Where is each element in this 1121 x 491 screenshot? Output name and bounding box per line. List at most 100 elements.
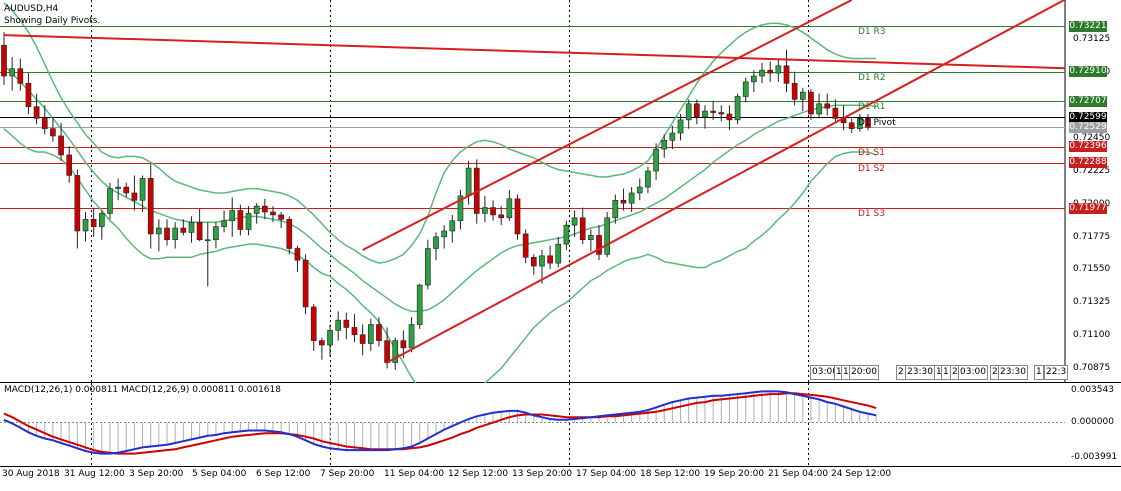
candle-body <box>718 112 725 115</box>
pivot-level-label: D1 S3 <box>858 209 885 220</box>
candle-body <box>376 324 382 341</box>
candle <box>115 178 121 201</box>
pivot-price-tag: 0.72707 <box>1069 95 1107 107</box>
candle-body <box>498 214 505 219</box>
candle-body <box>742 81 749 97</box>
candle-body <box>579 217 586 241</box>
candle-body <box>245 213 252 230</box>
candle <box>286 216 293 255</box>
candle-body <box>115 186 121 189</box>
candle-body <box>465 167 472 197</box>
candle <box>310 304 317 351</box>
candle <box>579 207 586 245</box>
time-tick-label: 3 Sep 20:00 <box>129 469 184 479</box>
time-tick-label: 17 Sep 04:00 <box>576 469 637 479</box>
pivot-level-label: D1 R1 <box>858 102 886 113</box>
candle-body <box>653 148 659 172</box>
candle <box>710 100 716 120</box>
candle-body <box>253 205 260 214</box>
candle <box>677 114 684 141</box>
candle-body <box>555 243 562 264</box>
candle-body <box>425 248 431 286</box>
candle <box>156 219 162 252</box>
candle <box>147 163 154 249</box>
candle <box>294 245 301 272</box>
candle <box>816 93 822 119</box>
candle <box>848 118 855 134</box>
candle <box>482 195 488 223</box>
candle-body <box>490 207 496 216</box>
candle <box>506 190 513 221</box>
candle-body <box>66 154 73 176</box>
candle-body <box>563 224 570 245</box>
candle <box>262 198 268 220</box>
price-tick-label: 0.71100 <box>1073 330 1111 341</box>
session-time-box: 23:30 <box>905 365 935 380</box>
candle <box>865 114 871 131</box>
time-tick-label: 30 Aug 2018 <box>2 469 60 479</box>
candle-body <box>229 210 236 222</box>
time-tick-label: 31 Aug 12:00 <box>64 469 125 479</box>
candle-body <box>506 198 513 219</box>
candle <box>1 32 7 85</box>
candle-body <box>832 107 839 119</box>
pivot-level-label: D1 S1 <box>858 147 885 158</box>
candle <box>98 210 105 240</box>
candle <box>359 324 366 356</box>
candle-body <box>734 96 741 121</box>
candle <box>799 87 806 112</box>
macd-tick-label: 0.000000 <box>1071 416 1114 427</box>
candle <box>588 229 594 252</box>
candle <box>857 114 863 132</box>
candle-body <box>799 91 806 100</box>
candle <box>571 210 578 237</box>
candle <box>530 254 537 275</box>
candle <box>767 61 774 82</box>
candle-body <box>759 69 765 77</box>
candle-body <box>384 340 390 363</box>
candle-body <box>775 65 782 74</box>
macd-tick-label: 0.003543 <box>1071 385 1114 395</box>
candle-body <box>359 334 366 344</box>
candle-body <box>514 198 521 235</box>
session-time-box: 20:00 <box>849 365 879 380</box>
candle-body <box>857 118 863 129</box>
candle-body <box>98 213 105 227</box>
candle-body <box>751 75 757 83</box>
candle <box>245 206 252 236</box>
candle <box>425 239 431 290</box>
session-time-box: 1 <box>1034 365 1044 380</box>
candle-body <box>539 255 545 267</box>
candle <box>685 99 692 129</box>
macd-indicator[interactable] <box>0 383 1121 468</box>
candle <box>253 203 260 224</box>
candle-body <box>41 118 48 129</box>
pivot-level-label: D1 R3 <box>858 27 886 38</box>
candle <box>433 232 439 261</box>
candle <box>196 209 203 242</box>
time-tick-label: 21 Sep 04:00 <box>768 469 829 479</box>
candle-body <box>547 255 553 264</box>
candle-body <box>726 113 733 121</box>
candle-body <box>164 227 170 241</box>
candle <box>392 337 399 370</box>
candle-body <box>107 188 113 214</box>
bollinger-upper-band <box>3 2 877 264</box>
candle <box>319 337 325 360</box>
candle-body <box>808 91 814 115</box>
candle-body <box>816 103 822 115</box>
trendline-long-term-resistance <box>3 34 1066 70</box>
candle <box>702 105 708 129</box>
candle-body <box>319 340 325 346</box>
candle-body <box>416 284 423 325</box>
price-tick-label: 0.71550 <box>1073 264 1111 275</box>
candle <box>335 311 342 341</box>
candle-body <box>74 175 81 232</box>
time-tick-label: 7 Sep 20:00 <box>320 469 375 479</box>
price-chart[interactable] <box>0 0 1121 383</box>
candle <box>547 245 553 269</box>
candle <box>278 211 284 229</box>
candle-body <box>196 221 203 241</box>
candle-body <box>237 210 244 230</box>
